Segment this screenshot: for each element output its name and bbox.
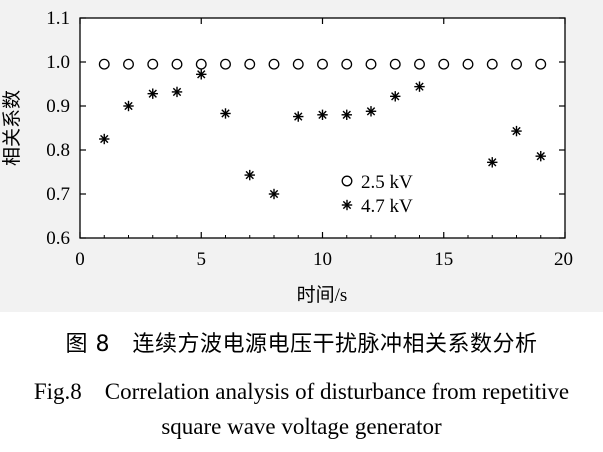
data-point-circle: [220, 58, 231, 70]
y-tick-label: 0.7: [46, 184, 70, 205]
figure-caption-english-line2: square wave voltage generator: [161, 414, 442, 439]
data-point-circle: [195, 58, 207, 70]
data-point-asterisk: [341, 109, 352, 120]
data-point-circle: [317, 58, 328, 70]
x-axis-ticks: 0 5 10 15 20: [75, 18, 573, 270]
x-tick-label: 20: [554, 249, 573, 270]
data-point-asterisk: [220, 108, 231, 119]
legend: 2.5 kV 4.7 kV: [341, 172, 413, 217]
legend-marker-circle: [341, 175, 353, 187]
series-4-7kv-points: [99, 69, 546, 200]
data-point-asterisk: [99, 133, 110, 145]
data-point-circle: [486, 58, 498, 70]
data-point-asterisk: [317, 109, 328, 120]
data-point-asterisk: [414, 81, 425, 92]
data-point-circle: [365, 58, 377, 70]
data-point-circle: [389, 58, 401, 70]
x-tick-label: 15: [434, 249, 453, 270]
data-point-circle: [535, 58, 547, 70]
data-point-circle: [292, 58, 304, 70]
data-point-circle: [511, 58, 522, 70]
x-tick-label: 0: [75, 249, 85, 270]
y-tick-label: 0.8: [46, 140, 70, 161]
data-point-asterisk: [511, 125, 522, 137]
y-tick-label: 1.0: [46, 52, 70, 73]
data-point-asterisk: [244, 169, 255, 181]
data-point-circle: [244, 58, 256, 70]
x-tick-label: 10: [313, 249, 332, 270]
data-point-asterisk: [487, 157, 498, 168]
data-point-circle: [147, 58, 159, 70]
data-point-asterisk: [293, 111, 304, 122]
data-point-asterisk: [147, 88, 158, 99]
data-point-circle: [462, 58, 474, 70]
legend-asterisk-symbol: [341, 199, 353, 211]
x-axis-title: 时间/s: [297, 284, 348, 306]
data-point-circle: [438, 58, 450, 70]
data-point-asterisk: [268, 188, 280, 200]
data-point-asterisk: [535, 150, 546, 162]
data-point-circle: [414, 58, 425, 70]
data-point-asterisk: [365, 106, 377, 117]
y-tick-label: 0.6: [46, 228, 70, 249]
y-axis-ticks: 0.6 0.7 0.8 0.9 1.0 1.1: [46, 8, 565, 249]
plot-frame: [79, 17, 566, 239]
legend-circle-symbol: [341, 175, 353, 187]
data-point-asterisk: [390, 91, 401, 102]
data-point-asterisk: [171, 86, 183, 98]
figure-caption-english-line1: Fig.8 Correlation analysis of disturbanc…: [33, 379, 570, 404]
figure-caption-chinese: 图 8 连续方波电源电压干扰脉冲相关系数分析: [65, 332, 538, 357]
legend-label-2-5kv: 2.5 kV: [361, 172, 413, 193]
legend-label-4-7kv: 4.7 kV: [361, 196, 413, 217]
x-tick-label: 5: [197, 249, 207, 270]
data-point-asterisk: [196, 69, 207, 80]
data-point-circle: [341, 58, 353, 70]
data-point-circle: [268, 58, 280, 70]
data-point-asterisk: [123, 100, 134, 112]
scatter-chart: 0 5 10 15 20 0.6 0.7 0.8 0.9 1.0 1.1 2.5 kV 4.7 k…: [1, 8, 573, 306]
legend-marker-asterisk: [341, 199, 353, 211]
data-point-circle: [123, 58, 134, 70]
data-point-circle: [171, 58, 183, 70]
y-tick-label: 1.1: [46, 8, 70, 29]
series-2-5kv-points: [98, 58, 547, 70]
data-point-circle: [98, 58, 110, 70]
y-axis-title: 相关系数: [1, 90, 23, 166]
y-tick-label: 0.9: [46, 96, 70, 117]
